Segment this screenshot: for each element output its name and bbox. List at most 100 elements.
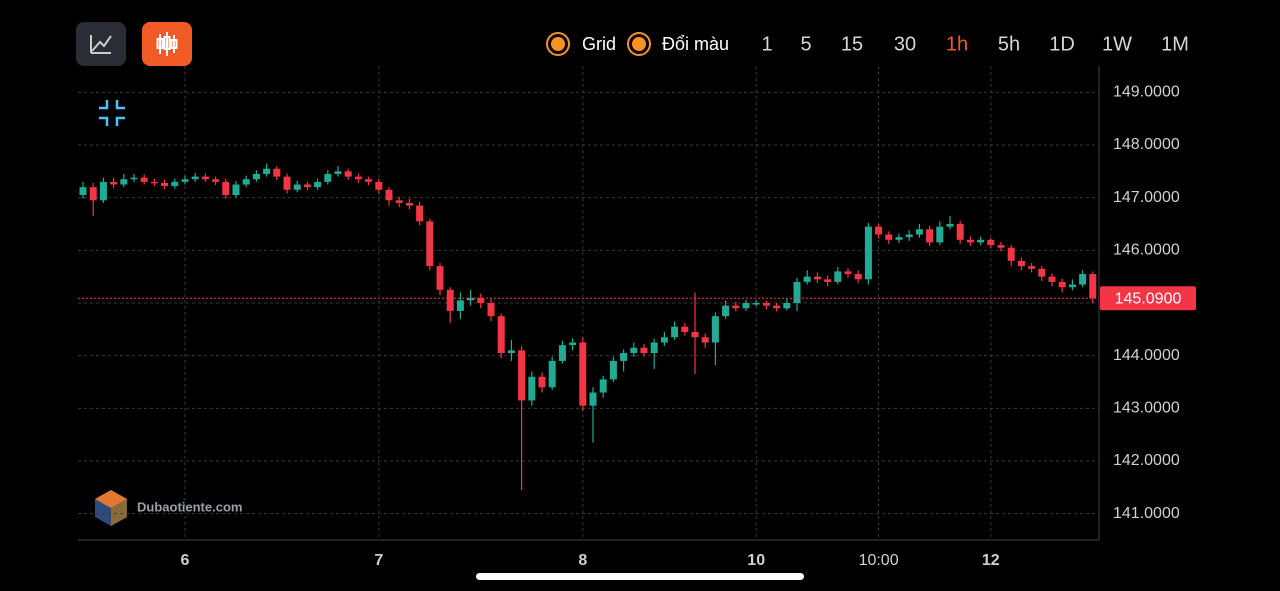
watermark: Dubaotiente.com: [137, 499, 242, 514]
candle-body: [946, 224, 954, 227]
candle-body: [344, 171, 352, 177]
x-tick-label: 6: [181, 552, 190, 569]
candle-body: [905, 234, 913, 238]
timeframe-button[interactable]: 30: [894, 33, 916, 55]
candle-body: [89, 187, 97, 201]
color-toggle[interactable]: [627, 32, 651, 56]
candle-body: [456, 300, 464, 311]
y-tick-label: 148.0000: [1113, 136, 1180, 153]
line-icon: [90, 35, 112, 54]
last-price-label: 145.0900: [1115, 290, 1182, 307]
fullscreen-icon[interactable]: [99, 100, 125, 126]
candle-body: [691, 331, 699, 338]
candle-body: [140, 177, 148, 182]
candle-body: [915, 229, 923, 235]
candle-body: [783, 303, 791, 309]
candle-body: [242, 179, 250, 185]
y-tick-label: 146.0000: [1113, 242, 1180, 259]
candle-body: [834, 271, 842, 282]
candle-body: [1028, 266, 1036, 269]
candle-body: [875, 226, 883, 235]
y-tick-label: 142.0000: [1113, 452, 1180, 469]
candle-body: [405, 202, 413, 206]
candle-body: [201, 176, 209, 180]
watermark-logo: [95, 490, 127, 526]
x-tick-label: 10: [747, 552, 765, 569]
candle-body: [416, 205, 424, 222]
candle-body: [742, 303, 750, 309]
candle-body: [609, 360, 617, 380]
candle-body: [599, 379, 607, 393]
candle-body: [436, 266, 444, 290]
candle-body: [885, 234, 893, 240]
candle-body: [252, 173, 260, 180]
candle-body: [936, 226, 944, 243]
candle-body: [824, 279, 832, 282]
candle-body: [1079, 274, 1087, 285]
candle-body: [283, 176, 291, 190]
grid-toggle[interactable]: [546, 32, 570, 56]
candle-body: [956, 224, 964, 240]
candle-body: [518, 350, 526, 401]
candle-body: [977, 239, 985, 243]
candle-body: [181, 179, 189, 182]
candle-body: [793, 281, 801, 303]
candle-body: [773, 305, 781, 309]
candle-body: [630, 347, 638, 354]
candle-body: [212, 179, 220, 182]
candle-icon: [156, 32, 178, 56]
candle-body: [660, 337, 668, 343]
candle-body: [548, 360, 556, 388]
color-label: Đổi màu: [662, 34, 729, 54]
timeframe-button[interactable]: 1: [761, 33, 772, 55]
y-tick-label: 141.0000: [1113, 505, 1180, 522]
grid-toggle-dot: [551, 37, 565, 51]
candle-body: [385, 189, 393, 201]
candle-body: [477, 297, 485, 303]
candle-body: [895, 237, 903, 240]
y-tick-label: 143.0000: [1113, 400, 1180, 417]
y-tick-label: 144.0000: [1113, 347, 1180, 364]
candle-body: [507, 350, 515, 354]
candle-body: [864, 226, 872, 280]
x-tick-label: 7: [374, 552, 383, 569]
candle-body: [263, 168, 271, 174]
timeframe-button[interactable]: 1W: [1102, 33, 1132, 55]
x-tick-label: 12: [982, 552, 1000, 569]
candle-body: [354, 176, 362, 180]
candle-body: [232, 184, 240, 196]
timeframe-button[interactable]: 1M: [1161, 33, 1189, 55]
timeframe-button[interactable]: 1D: [1049, 33, 1075, 55]
timeframe-button[interactable]: 15: [841, 33, 863, 55]
candle-body: [589, 392, 597, 406]
candle-body: [150, 181, 158, 184]
candle-body: [446, 289, 454, 311]
candle-body: [324, 173, 332, 182]
candle-body: [222, 181, 230, 196]
candle-body: [293, 184, 301, 190]
candle-body: [711, 316, 719, 343]
candle-body: [467, 297, 475, 301]
timeframe-button[interactable]: 1h: [946, 33, 968, 55]
candle-body: [191, 176, 199, 180]
candle-body: [79, 187, 87, 196]
candle-body: [538, 376, 546, 388]
candle-body: [314, 181, 322, 188]
home-indicator: [476, 573, 804, 580]
candle-body: [671, 326, 679, 338]
y-tick-label: 149.0000: [1113, 84, 1180, 101]
candle-body: [1048, 276, 1056, 282]
candle-body: [1017, 260, 1025, 267]
candle-body: [395, 200, 403, 203]
candle-body: [1058, 281, 1066, 288]
timeframe-button[interactable]: 5h: [998, 33, 1020, 55]
candle-body: [966, 239, 974, 243]
y-tick-label: 147.0000: [1113, 189, 1180, 206]
candle-body: [426, 221, 434, 267]
candle-body: [732, 305, 740, 309]
color-toggle-dot: [632, 37, 646, 51]
candle-body: [334, 171, 342, 174]
candle-body: [161, 182, 169, 187]
timeframe-button[interactable]: 5: [800, 33, 811, 55]
